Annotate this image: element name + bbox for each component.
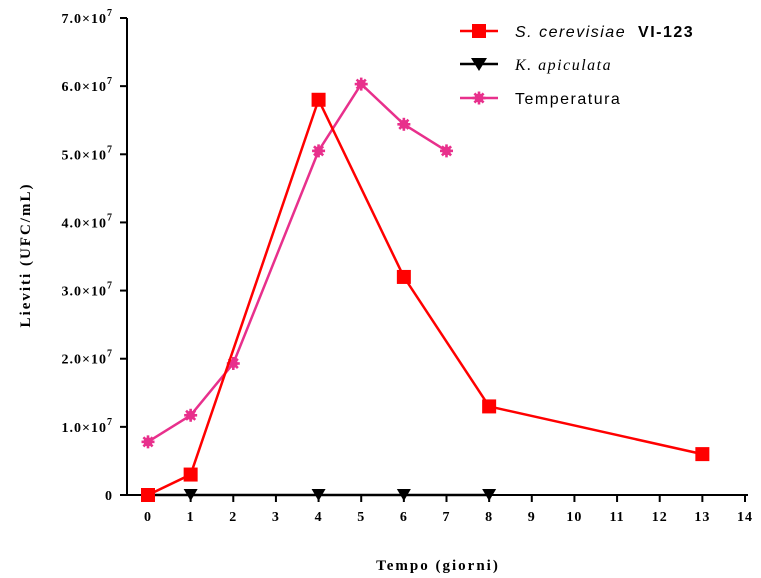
legend-label-bold: VI-123 bbox=[638, 24, 694, 41]
legend-square-marker bbox=[472, 24, 486, 38]
data-point-triangle bbox=[183, 489, 198, 501]
asterisk-spoke bbox=[313, 145, 325, 157]
y-tick-label: 6.0×107 bbox=[62, 76, 113, 95]
asterisk-spoke bbox=[142, 436, 154, 448]
x-tick-label: 5 bbox=[357, 510, 365, 525]
y-tick-exponent: 7 bbox=[107, 417, 113, 428]
data-point-square bbox=[311, 92, 326, 107]
legend-triangle-marker bbox=[471, 58, 487, 71]
x-tick-label: 0 bbox=[144, 510, 152, 525]
data-point-asterisk bbox=[440, 144, 453, 158]
x-tick-label: 8 bbox=[485, 510, 493, 525]
series-1 bbox=[141, 489, 497, 501]
legend: S. cerevisiae VI-123 K. apiculata Temper… bbox=[460, 24, 694, 108]
asterisk-spoke bbox=[185, 409, 197, 421]
data-point-triangle bbox=[311, 489, 326, 501]
x-ticks: 0 1 2 3 4 5 6 7 8 9 10 11 12 13 14 bbox=[144, 495, 753, 525]
y-tick-exponent: 7 bbox=[107, 349, 113, 360]
legend-label-italic: S. cerevisiae bbox=[515, 24, 626, 41]
x-tick-label: 7 bbox=[443, 510, 451, 525]
y-tick-exponent: 7 bbox=[107, 76, 113, 87]
asterisk-spoke bbox=[440, 145, 453, 157]
series-layer bbox=[141, 77, 710, 502]
data-point-triangle bbox=[482, 489, 497, 501]
y-tick-mantissa: 4.0×10 bbox=[62, 216, 107, 231]
x-tick-label: 14 bbox=[737, 510, 753, 525]
asterisk-spoke bbox=[473, 92, 485, 104]
y-axis-title: Lieviti (UFC/mL) bbox=[18, 183, 34, 328]
x-tick-label: 11 bbox=[609, 510, 624, 525]
y-tick-label: 4.0×107 bbox=[62, 212, 113, 231]
x-axis-title: Tempo (giorni) bbox=[376, 558, 500, 574]
data-point-asterisk bbox=[184, 408, 198, 422]
y-tick-label: 2.0×107 bbox=[62, 349, 113, 368]
x-tick-label: 3 bbox=[272, 510, 280, 525]
y-tick-mantissa: 1.0×10 bbox=[62, 421, 107, 436]
asterisk-spoke bbox=[398, 118, 410, 130]
data-point-asterisk bbox=[312, 144, 326, 158]
x-tick-label: 1 bbox=[187, 510, 195, 525]
legend-label-k-apiculata: K. apiculata bbox=[514, 57, 612, 74]
data-point-square bbox=[141, 488, 155, 502]
legend-item-temperatura: Temperatura bbox=[460, 91, 621, 108]
data-point-square bbox=[482, 399, 497, 414]
x-tick-label: 4 bbox=[315, 510, 323, 525]
y-tick-label: 1.0×107 bbox=[62, 417, 113, 436]
legend-item-s-cerevisiae: S. cerevisiae VI-123 bbox=[460, 24, 694, 41]
y-tick-exponent: 7 bbox=[107, 144, 113, 155]
series-line bbox=[147, 96, 703, 497]
data-point-square bbox=[695, 447, 710, 462]
x-tick-label: 13 bbox=[694, 510, 710, 525]
data-point-asterisk bbox=[397, 117, 411, 131]
x-tick-label: 10 bbox=[566, 510, 582, 525]
y-tick-mantissa: 5.0×10 bbox=[62, 148, 107, 163]
asterisk-spoke bbox=[355, 78, 367, 90]
y-tick-mantissa: 6.0×10 bbox=[62, 80, 107, 95]
x-tick-label: 12 bbox=[652, 510, 668, 525]
axes bbox=[126, 18, 748, 496]
y-ticks: 01.0×1072.0×1073.0×1074.0×1075.0×1076.0×… bbox=[62, 8, 127, 504]
x-tick-label: 9 bbox=[528, 510, 536, 525]
data-point-asterisk bbox=[354, 77, 368, 91]
y-tick-mantissa: 2.0×10 bbox=[62, 353, 107, 368]
data-point-square bbox=[396, 269, 411, 284]
legend-label-temperatura: Temperatura bbox=[515, 91, 621, 108]
legend-item-k-apiculata: K. apiculata bbox=[460, 57, 612, 74]
y-tick-mantissa: 0 bbox=[105, 489, 113, 504]
y-tick-exponent: 7 bbox=[107, 281, 113, 292]
data-point-square bbox=[183, 467, 198, 482]
legend-label-s-cerevisiae: S. cerevisiae VI-123 bbox=[515, 24, 694, 41]
y-tick-label: 0 bbox=[105, 489, 113, 504]
data-point-triangle bbox=[396, 489, 411, 501]
x-tick-label: 6 bbox=[400, 510, 408, 525]
series-2 bbox=[141, 77, 453, 449]
data-point-asterisk bbox=[141, 435, 155, 449]
y-tick-mantissa: 3.0×10 bbox=[62, 285, 107, 300]
series-line bbox=[147, 82, 448, 443]
legend-asterisk-marker bbox=[472, 91, 486, 105]
y-tick-exponent: 7 bbox=[107, 212, 113, 223]
y-tick-exponent: 7 bbox=[107, 8, 113, 19]
series-0 bbox=[141, 92, 710, 502]
data-point-asterisk bbox=[472, 91, 486, 105]
y-tick-label: 5.0×107 bbox=[62, 144, 113, 163]
x-tick-label: 2 bbox=[229, 510, 237, 525]
asterisk-spoke bbox=[227, 357, 239, 369]
y-tick-label: 7.0×107 bbox=[62, 8, 113, 27]
y-tick-mantissa: 7.0×10 bbox=[62, 12, 107, 27]
y-tick-label: 3.0×107 bbox=[62, 281, 113, 300]
